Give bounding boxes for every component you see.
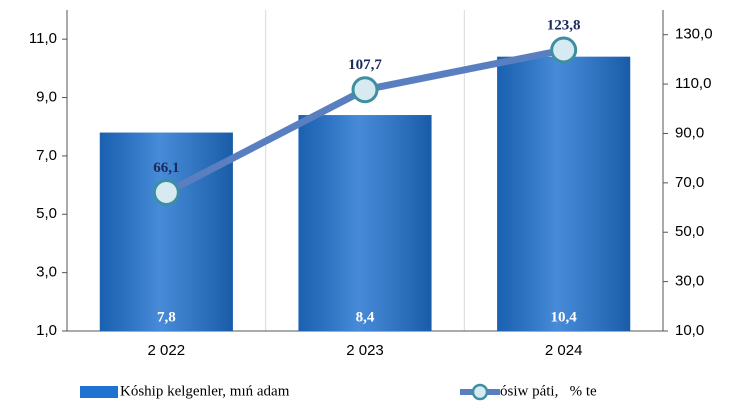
y-tick-label: 5,0 [36,205,57,222]
y2-tick-label: 70,0 [675,174,704,191]
x-tick-label: 2 024 [545,342,583,359]
bar-value-label: 10,4 [551,309,578,325]
bar-value-label: 7,8 [157,309,176,325]
bar-value-label: 8,4 [356,309,375,325]
y2-tick-label: 130,0 [675,26,713,43]
line-value-label: 66,1 [153,160,179,176]
y2-tick-label: 90,0 [675,124,704,141]
y2-tick-label: 30,0 [675,273,704,290]
y-tick-label: 1,0 [36,322,57,339]
y2-tick-label: 50,0 [675,223,704,240]
line-marker [550,36,578,64]
y2-tick-label: 10,0 [675,322,704,339]
y-tick-label: 9,0 [36,89,57,106]
legend-label: Kóship kelgenler, mıń adam [120,383,290,399]
bar-shine [497,56,631,331]
x-tick-label: 2 023 [346,342,384,359]
x-tick-label: 2 022 [148,342,186,359]
bar-shine [298,115,432,332]
line-value-label: 123,8 [547,17,581,33]
legend-label: ósiw páti, % te [500,383,597,399]
y-tick-label: 11,0 [29,30,57,47]
y-tick-label: 7,0 [36,147,57,164]
line-value-label: 107,7 [348,57,382,73]
y-tick-label: 3,0 [36,264,57,281]
y2-tick-label: 110,0 [675,75,711,92]
legend-swatch [80,386,118,398]
line-marker [351,76,379,104]
line-marker [152,178,180,206]
legend-marker [471,383,489,401]
